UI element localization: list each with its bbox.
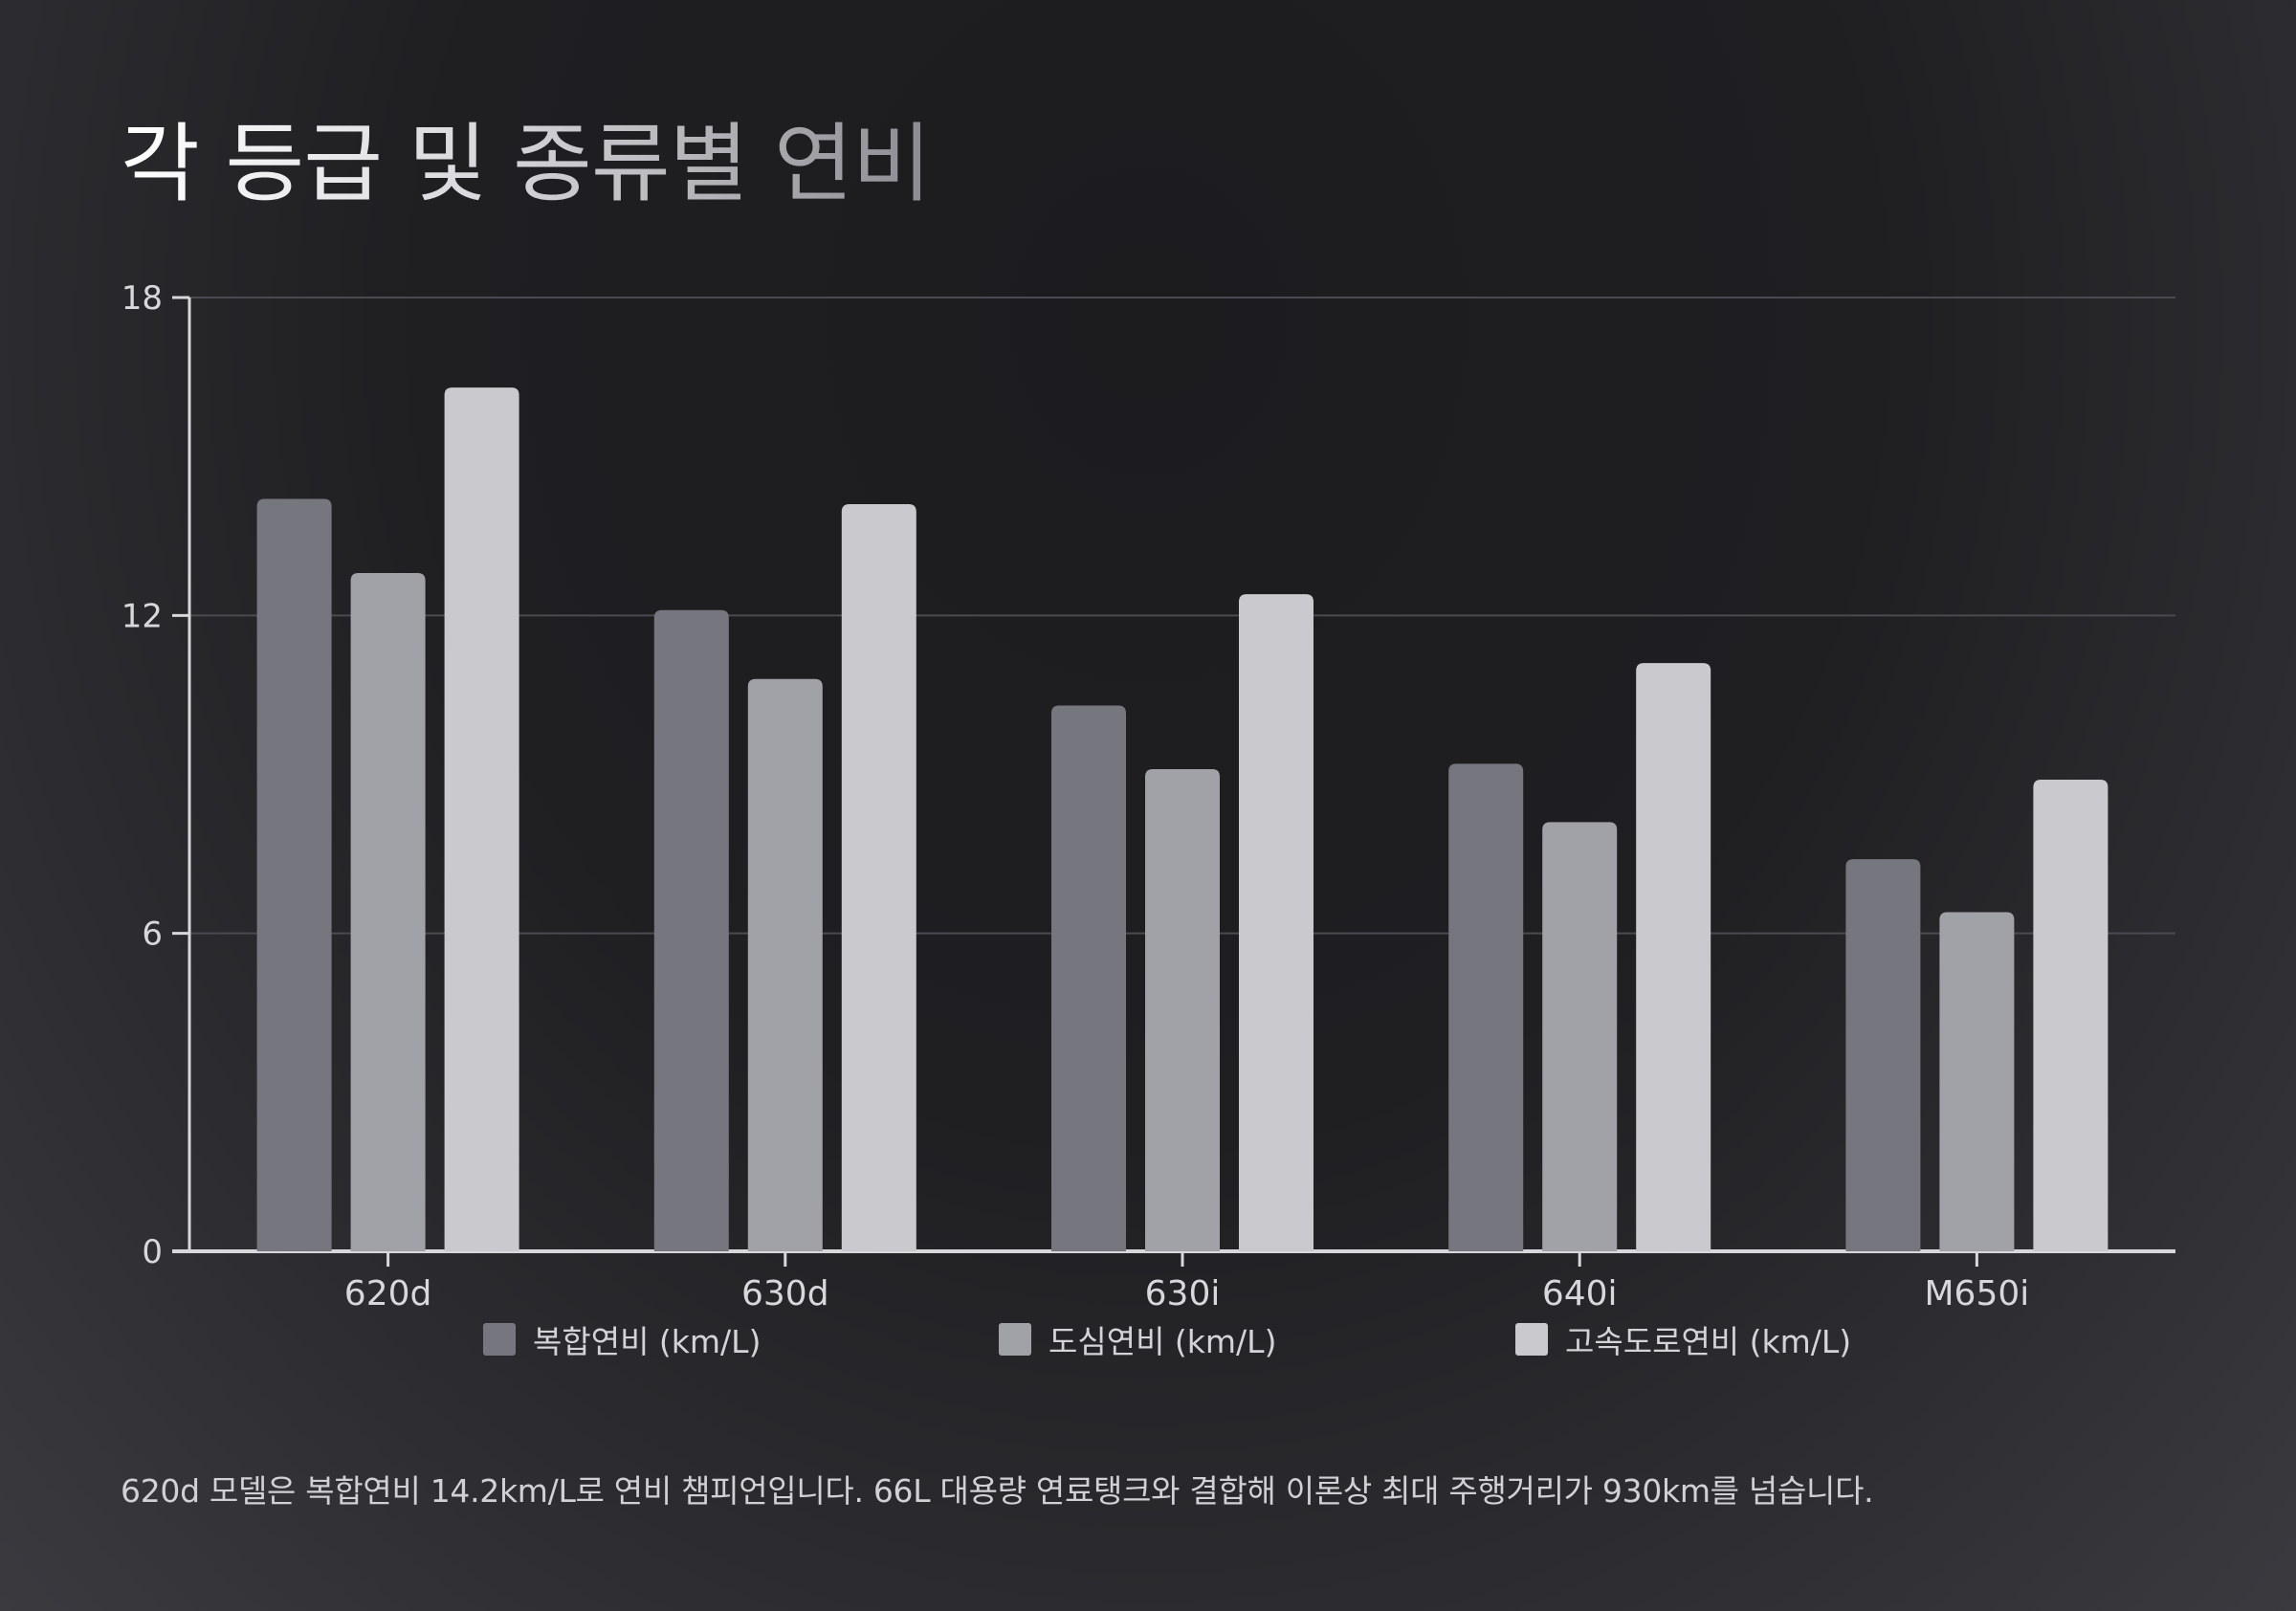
legend-item-combined: 복합연비 (km/L) <box>483 1316 761 1362</box>
bar-city <box>1939 912 2015 1251</box>
bar-highway <box>1636 663 1711 1251</box>
bar-highway <box>841 504 916 1251</box>
bar-chart: 0 6 12 18 620d 630d 630i 640i M650i <box>121 279 2175 1313</box>
y-tick-label: 6 <box>142 916 163 954</box>
bar-city <box>1145 768 1220 1251</box>
chart-title: 각 등급 및 종류별 연비 <box>121 94 932 218</box>
y-tick-label: 0 <box>142 1233 163 1271</box>
footnote: 620d 모델은 복합연비 14.2km/L로 연비 챔피언입니다. 66L 대… <box>121 1472 1874 1510</box>
y-tick-label: 12 <box>121 597 163 635</box>
legend-item-highway: 고속도로연비 (km/L) <box>1515 1316 1851 1362</box>
legend-label-combined: 복합연비 (km/L) <box>533 1323 762 1360</box>
legend-swatch-city <box>999 1323 1031 1356</box>
bar-highway <box>1239 594 1314 1251</box>
bar-combined <box>653 609 729 1251</box>
legend-label-city: 도심연비 (km/L) <box>1049 1323 1277 1360</box>
legend-item-city: 도심연비 (km/L) <box>999 1316 1276 1362</box>
legend-swatch-highway <box>1515 1323 1548 1356</box>
x-tick-label: 630i <box>1145 1274 1221 1313</box>
legend: 복합연비 (km/L) 도심연비 (km/L) 고속도로연비 (km/L) <box>0 1316 2296 1360</box>
bar-combined <box>256 498 332 1251</box>
x-tick-label: 620d <box>344 1274 432 1313</box>
bar-highway <box>2033 780 2108 1251</box>
x-tick-label: 640i <box>1542 1274 1618 1313</box>
x-tick-label: M650i <box>1925 1274 2030 1313</box>
bar-highway <box>444 387 519 1251</box>
x-tick-label: 630d <box>741 1274 829 1313</box>
bar-city <box>747 678 823 1251</box>
bar-combined <box>1845 859 1921 1251</box>
y-tick-label: 18 <box>121 279 163 318</box>
bar-city <box>1542 822 1618 1251</box>
legend-label-highway: 고속도로연비 (km/L) <box>1565 1323 1852 1360</box>
legend-swatch-combined <box>483 1323 516 1356</box>
bar-combined <box>1051 705 1126 1251</box>
bar-city <box>350 573 426 1251</box>
bar-combined <box>1448 763 1524 1251</box>
